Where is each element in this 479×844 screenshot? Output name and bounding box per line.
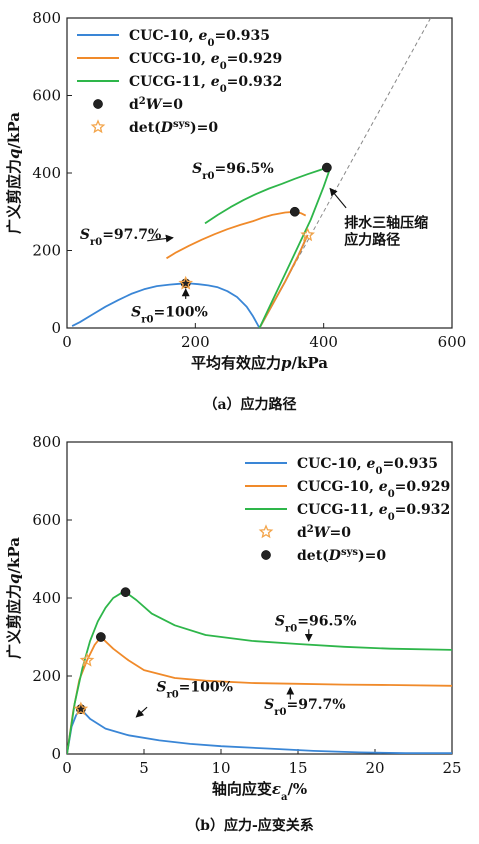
series-line-cucg10 — [166, 210, 307, 260]
x-tick-label: 0 — [62, 759, 72, 777]
y-tick-label: 400 — [32, 589, 61, 607]
marker-ball — [289, 206, 300, 217]
series-line-cucg11 — [67, 591, 452, 754]
plot-area — [67, 587, 452, 754]
series-line-cuc10 — [67, 708, 452, 754]
annotation-arrow — [135, 706, 148, 718]
marker-star — [79, 652, 95, 667]
legend-entry: CUCG-10, e0=0.929 — [297, 479, 450, 500]
y-tick-label: 400 — [32, 164, 61, 182]
x-tick-label: 400 — [309, 333, 338, 351]
marker-ball — [96, 632, 106, 642]
legend-entry: d2W=0 — [129, 96, 183, 114]
legend-entry: CUCG-10, e0=0.929 — [129, 51, 282, 72]
x-axis-label: 平均有效应力p/kPa — [191, 354, 328, 372]
y-tick-label: 800 — [32, 433, 61, 451]
x-tick-label: 20 — [365, 759, 384, 777]
plot-frame — [66, 441, 453, 755]
series-line-cucg10 — [67, 636, 452, 754]
legend-star — [90, 119, 106, 134]
x-tick-label: 600 — [438, 333, 467, 351]
legend-entry: det(Dsys)=0 — [297, 547, 386, 565]
y-tick-label: 200 — [32, 242, 61, 260]
y-tick-label: 800 — [32, 9, 61, 27]
x-tick-label: 5 — [139, 759, 149, 777]
legend-entry: CUCG-11, e0=0.932 — [297, 502, 450, 523]
marker-ball — [120, 587, 131, 598]
legend-star — [258, 524, 274, 539]
annotation-label: Sr0=100% — [131, 304, 208, 325]
y-tick-label: 0 — [51, 319, 61, 337]
series-line-cucg11 — [204, 166, 331, 225]
marker-star — [300, 227, 315, 242]
y-tick-label: 600 — [32, 511, 61, 529]
series-line-cucg11 — [258, 168, 331, 328]
chart-panel-2: 0 5 10 15 20 25 0 200 400 600 800 轴向应变εa/% 广义剪应力q/kP… — [5, 433, 462, 834]
x-tick-label: 10 — [211, 759, 230, 777]
annotation-label: Sr0=96.5% — [275, 613, 357, 634]
x-tick-label: 200 — [181, 333, 210, 351]
annotation-label: 应力路径 — [344, 232, 400, 249]
y-axis-label: 广义剪应力q/kPa — [5, 112, 23, 234]
series-line-cucg10 — [258, 234, 309, 328]
panel-caption: （a）应力路径 — [203, 396, 296, 413]
annotation-arrow — [147, 234, 174, 243]
annotation-arrow — [329, 187, 347, 209]
x-tick-label: 15 — [288, 759, 307, 777]
legend-entry: det(Dsys)=0 — [129, 119, 218, 137]
annotation-label: Sr0=97.7% — [264, 697, 346, 718]
series-line-cuc10 — [71, 282, 261, 328]
marker-star — [73, 701, 89, 716]
x-tick-label: 0 — [62, 333, 72, 351]
legend-ball — [261, 550, 271, 560]
panel-caption: （b）应力-应变关系 — [186, 817, 314, 834]
legend-entry: d2W=0 — [297, 524, 351, 542]
legend-entry: CUC-10, e0=0.935 — [297, 456, 438, 477]
chart-panel-1: 0 200 400 600 0 200 400 600 800 平均有效应力p/kPa 广义剪应力q… — [5, 9, 466, 413]
marker-ball — [322, 162, 332, 173]
annotation-label: Sr0=100% — [156, 680, 233, 701]
annotation-label: 排水三轴压缩 — [344, 214, 428, 231]
annotation-label: Sr0=97.7% — [80, 227, 162, 248]
y-tick-label: 0 — [51, 745, 61, 763]
y-tick-label: 600 — [32, 87, 61, 105]
legend-ball — [93, 99, 103, 109]
legend-entry: CUCG-11, e0=0.932 — [129, 74, 282, 95]
x-axis-label: 轴向应变εa/% — [212, 780, 307, 803]
annotation-label: Sr0=96.5% — [192, 161, 274, 182]
x-tick-label: 25 — [442, 759, 461, 777]
legend-entry: CUC-10, e0=0.935 — [129, 28, 270, 49]
y-axis-label: 广义剪应力q/kPa — [5, 537, 23, 659]
plot-area — [71, 18, 432, 328]
y-tick-label: 200 — [32, 667, 61, 685]
marker-star — [178, 275, 194, 290]
